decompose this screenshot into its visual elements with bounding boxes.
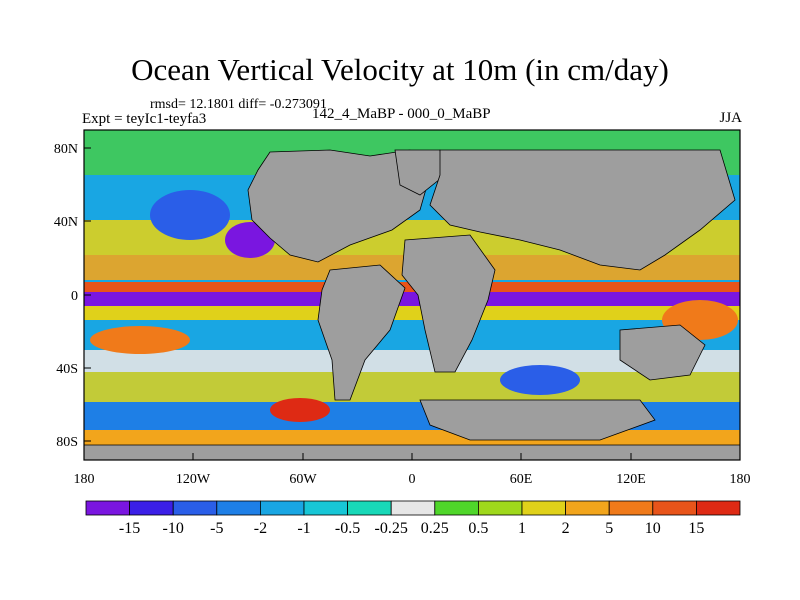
equatorial-downwelling	[84, 292, 740, 306]
colorbar-swatch	[652, 500, 697, 516]
colorbar-label: -2	[254, 520, 267, 537]
lat-label: 40S	[56, 362, 78, 377]
colorbar-swatch	[85, 500, 130, 516]
south-equatorial-band	[84, 306, 740, 320]
colorbar-swatch	[216, 500, 261, 516]
land-masses	[84, 149, 740, 460]
antarctica	[84, 444, 740, 460]
south-mid-lat-band	[84, 350, 740, 372]
antarctic-peninsula-block	[419, 399, 656, 441]
colorbar-label: 0.5	[468, 520, 488, 537]
experiment-label: Expt = teyIc1-teyfa3	[82, 111, 207, 127]
colorbar-swatch	[608, 500, 654, 516]
colorbar-label: -0.25	[375, 520, 408, 537]
colorbar-swatch	[696, 500, 741, 516]
lon-label: 120E	[616, 472, 646, 487]
lon-label: 60W	[289, 472, 317, 487]
lat-label: 0	[71, 289, 78, 304]
colorbar-swatch	[347, 500, 392, 516]
lon-label: 60E	[510, 472, 533, 487]
colorbar-label: -1	[297, 520, 310, 537]
colorbar-swatch	[172, 500, 218, 516]
southern-ocean-band	[84, 372, 740, 402]
colorbar-swatch	[477, 500, 523, 516]
colorbar-swatch	[303, 500, 348, 516]
lat-label: 80S	[56, 435, 78, 450]
colorbar-swatch	[521, 500, 566, 516]
colorbar-label: 2	[562, 520, 570, 537]
drake-passage-positive	[270, 398, 330, 422]
north-america	[247, 149, 431, 263]
colorbar-swatch	[129, 500, 174, 516]
lat-label: 40N	[54, 215, 78, 230]
colorbar-label: -0.5	[335, 520, 360, 537]
south-pacific-positive	[90, 326, 190, 354]
colorbar-swatch	[434, 500, 479, 516]
colorbar-label: 15	[688, 520, 704, 537]
eurasia	[429, 149, 736, 271]
rmsd-stats: rmsd= 12.1801 diff= -0.273091	[150, 97, 327, 112]
plot-title: Ocean Vertical Velocity at 10m (in cm/da…	[131, 52, 669, 87]
season-label: JJA	[719, 110, 742, 126]
colorbar-label: 5	[605, 520, 613, 537]
colorbar-label: -5	[210, 520, 223, 537]
colorbar-swatch	[259, 500, 305, 516]
australia	[619, 324, 706, 381]
pacific-negative-cell	[150, 190, 230, 240]
lon-label: 180	[74, 472, 95, 487]
latitude-axis: 80N 40N 0 40S 80S	[54, 142, 91, 450]
greenland	[394, 149, 446, 196]
south-indian-negative	[500, 365, 580, 395]
colorbar-swatch	[390, 500, 436, 516]
lon-label: 0	[409, 472, 416, 487]
velocity-field	[84, 130, 740, 460]
south-america	[317, 264, 406, 401]
colorbar-label: -15	[119, 520, 140, 537]
colorbar-label: 0.25	[421, 520, 449, 537]
lon-label: 180	[730, 472, 751, 487]
colorbar-swatch	[565, 500, 610, 516]
colorbar-label: 10	[645, 520, 661, 537]
colorbar: -15 -10 -5 -2 -1 -0.5 -0.25 0.25 0.5 1 2 5 10 15	[85, 500, 741, 537]
lon-label: 120W	[176, 472, 211, 487]
colorbar-label: -10	[163, 520, 184, 537]
africa	[401, 234, 496, 373]
lat-label: 80N	[54, 142, 78, 157]
colorbar-label: 1	[518, 520, 526, 537]
longitude-axis: 180 120W 60W 0 60E 120E 180	[74, 453, 751, 487]
difference-label: 142_4_MaBP - 000_0_MaBP	[312, 106, 491, 122]
